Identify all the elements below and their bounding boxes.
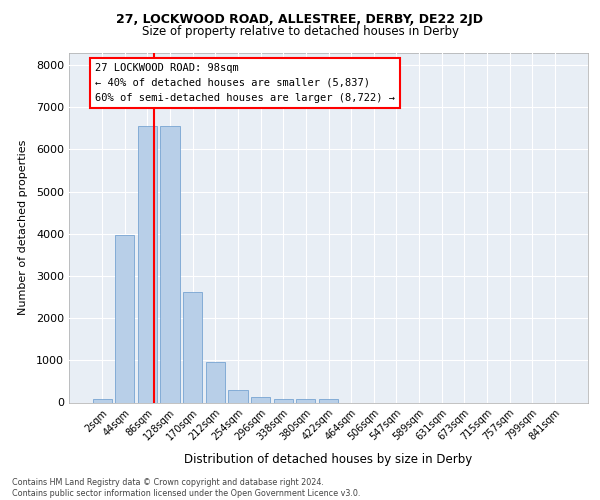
Y-axis label: Number of detached properties: Number of detached properties xyxy=(17,140,28,315)
Text: 27 LOCKWOOD ROAD: 98sqm
← 40% of detached houses are smaller (5,837)
60% of semi: 27 LOCKWOOD ROAD: 98sqm ← 40% of detache… xyxy=(95,63,395,102)
Bar xyxy=(138,126,157,402)
Bar xyxy=(183,292,202,403)
Text: Size of property relative to detached houses in Derby: Size of property relative to detached ho… xyxy=(142,25,458,38)
X-axis label: Distribution of detached houses by size in Derby: Distribution of detached houses by size … xyxy=(184,454,473,466)
Bar xyxy=(160,126,180,402)
Bar xyxy=(274,398,293,402)
Bar xyxy=(206,362,225,403)
Text: Contains HM Land Registry data © Crown copyright and database right 2024.
Contai: Contains HM Land Registry data © Crown c… xyxy=(12,478,361,498)
Bar xyxy=(251,396,270,402)
Text: 27, LOCKWOOD ROAD, ALLESTREE, DERBY, DE22 2JD: 27, LOCKWOOD ROAD, ALLESTREE, DERBY, DE2… xyxy=(116,12,484,26)
Bar xyxy=(115,234,134,402)
Bar xyxy=(92,399,112,402)
Bar xyxy=(296,399,316,402)
Bar xyxy=(229,390,248,402)
Bar xyxy=(319,399,338,402)
